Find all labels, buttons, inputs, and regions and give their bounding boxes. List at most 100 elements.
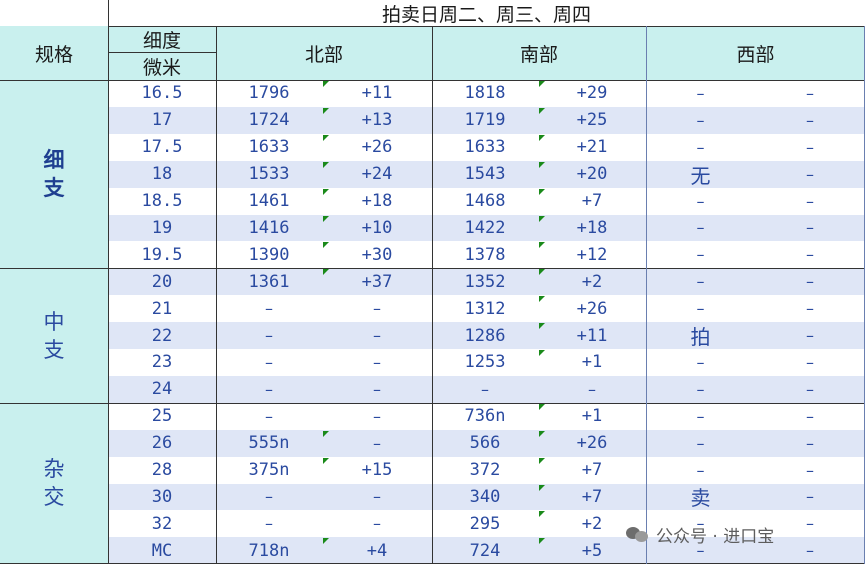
south-price-cell: 1719 — [464, 110, 506, 131]
north-price-cell: – — [265, 406, 273, 426]
west-change-cell: – — [806, 110, 814, 130]
micron-cell: 16.5 — [141, 83, 183, 104]
south-change-cell: +26 — [576, 433, 608, 454]
north-change-cell: – — [373, 352, 381, 372]
south-change-cell: +29 — [576, 83, 608, 104]
header-fineness-top: 细度 — [108, 26, 216, 52]
category-label: 交 — [43, 485, 65, 510]
south-price-cell: 340 — [469, 486, 501, 507]
west-change-cell: – — [806, 514, 814, 534]
north-change-cell: +13 — [361, 110, 393, 131]
west-change-cell: – — [806, 245, 814, 265]
south-change-cell: +12 — [576, 244, 608, 265]
micron-cell: 24 — [151, 379, 173, 400]
south-change-cell: +2 — [581, 271, 603, 292]
comment-marker — [539, 323, 545, 330]
micron-cell: 21 — [151, 298, 173, 319]
category-label: 支 — [43, 337, 65, 362]
south-price-cell: – — [481, 379, 489, 399]
north-change-cell: +10 — [361, 217, 393, 238]
south-change-cell: +21 — [576, 137, 608, 158]
north-change-cell: – — [373, 379, 381, 399]
west-price-cell: – — [696, 299, 705, 319]
micron-cell: MC — [151, 540, 173, 561]
south-price-cell: 1468 — [464, 191, 506, 212]
west-price-cell: – — [696, 137, 705, 157]
comment-marker — [539, 403, 545, 410]
west-price-cell: 卖 — [690, 486, 711, 511]
south-change-cell: – — [588, 379, 596, 399]
north-change-cell: +18 — [361, 191, 393, 212]
west-price-cell: – — [696, 379, 705, 399]
table-row — [108, 214, 865, 242]
comment-marker — [323, 430, 329, 437]
micron-cell: 18.5 — [141, 191, 183, 212]
table-row — [108, 106, 865, 134]
table-row — [108, 537, 865, 565]
north-change-cell: +24 — [361, 164, 393, 185]
south-price-cell: 724 — [469, 540, 501, 561]
north-price-cell: 375n — [248, 460, 290, 481]
north-change-cell: – — [373, 487, 381, 507]
north-price-cell: 1461 — [248, 191, 290, 212]
category-label: 中 — [43, 309, 65, 334]
west-change-cell: – — [806, 137, 814, 157]
west-change-cell: – — [806, 272, 814, 292]
west-price-cell: – — [696, 245, 705, 265]
header-spec: 规格 — [0, 26, 108, 80]
micron-cell: 19 — [151, 217, 173, 238]
north-price-cell: 1361 — [248, 271, 290, 292]
header-west: 西部 — [646, 26, 865, 80]
grid-line — [646, 26, 647, 565]
header-south: 南部 — [432, 26, 646, 80]
west-price-cell: 拍 — [690, 325, 711, 350]
west-change-cell: – — [806, 326, 814, 346]
north-price-cell: – — [265, 379, 273, 399]
micron-cell: 23 — [151, 352, 173, 373]
north-change-cell: – — [373, 299, 381, 319]
south-price-cell: 1312 — [464, 298, 506, 319]
category-label: 杂 — [43, 457, 65, 482]
watermark-text: 公众号 · 进口宝 — [656, 526, 775, 547]
north-price-cell: – — [265, 299, 273, 319]
north-change-cell: – — [373, 514, 381, 534]
table-row — [108, 375, 865, 403]
west-change-cell: – — [806, 541, 814, 561]
south-change-cell: +7 — [581, 486, 603, 507]
west-change-cell: – — [806, 83, 814, 103]
south-change-cell: +25 — [576, 110, 608, 131]
west-change-cell: – — [806, 191, 814, 211]
north-change-cell: – — [373, 433, 381, 453]
west-change-cell: – — [806, 460, 814, 480]
west-price-cell: – — [696, 460, 705, 480]
micron-cell: 20 — [151, 271, 173, 292]
micron-cell: 22 — [151, 325, 173, 346]
west-price-cell: – — [696, 541, 705, 561]
south-change-cell: +7 — [581, 191, 603, 212]
category-label: 细 — [43, 148, 65, 173]
comment-marker — [539, 161, 545, 168]
west-price-cell: – — [696, 272, 705, 292]
north-price-cell: – — [265, 352, 273, 372]
south-price-cell: 1378 — [464, 244, 506, 265]
table-row — [108, 510, 865, 538]
south-change-cell: +11 — [576, 325, 608, 346]
header-north: 北部 — [216, 26, 432, 80]
north-price-cell: 1633 — [248, 137, 290, 158]
table-row — [108, 456, 865, 484]
comment-marker — [323, 188, 329, 195]
west-change-cell: – — [806, 218, 814, 238]
comment-marker — [539, 215, 545, 222]
micron-cell: 19.5 — [141, 244, 183, 265]
north-price-cell: 555n — [248, 433, 290, 454]
south-change-cell: +1 — [581, 352, 603, 373]
comment-marker — [539, 350, 545, 356]
table-row — [108, 80, 865, 107]
north-change-cell: +11 — [361, 83, 393, 104]
comment-marker — [323, 134, 329, 141]
micron-cell: 30 — [151, 486, 173, 507]
north-change-cell: – — [373, 406, 381, 426]
micron-cell: 18 — [151, 164, 173, 185]
south-price-cell: 1818 — [464, 83, 506, 104]
table-row — [108, 429, 865, 457]
